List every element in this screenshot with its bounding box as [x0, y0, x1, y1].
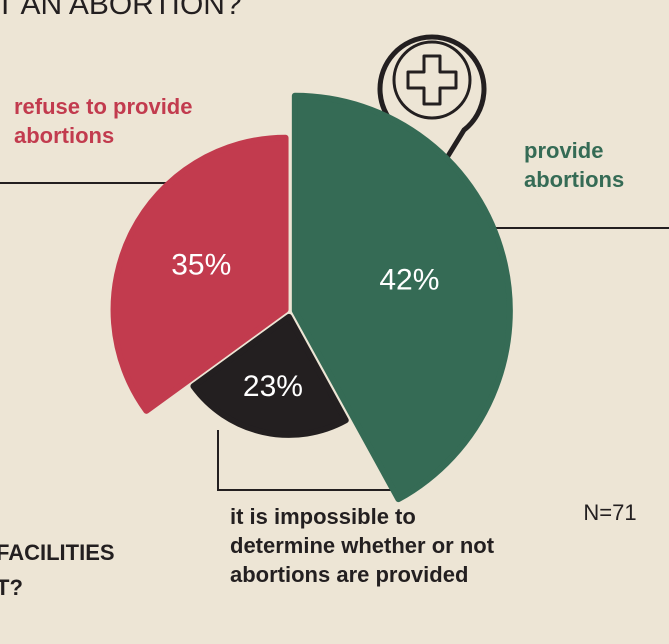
note: N=71 — [583, 500, 636, 525]
category-label: refuse to provide abortions — [14, 94, 193, 148]
title: T AN ABORTION? — [0, 0, 242, 21]
category-label: provide abortions — [524, 138, 625, 192]
subtitle-line: T? — [0, 575, 23, 600]
subtitle-line: FACILITIES — [0, 540, 115, 565]
value-label: 23% — [243, 370, 303, 403]
value-label: 35% — [171, 249, 231, 282]
pie-slice — [291, 92, 513, 503]
category-label: it is impossible to determine whether or… — [230, 504, 495, 587]
pie-slice — [190, 313, 349, 438]
pie-slice — [110, 134, 289, 414]
value-label: 42% — [379, 263, 439, 296]
